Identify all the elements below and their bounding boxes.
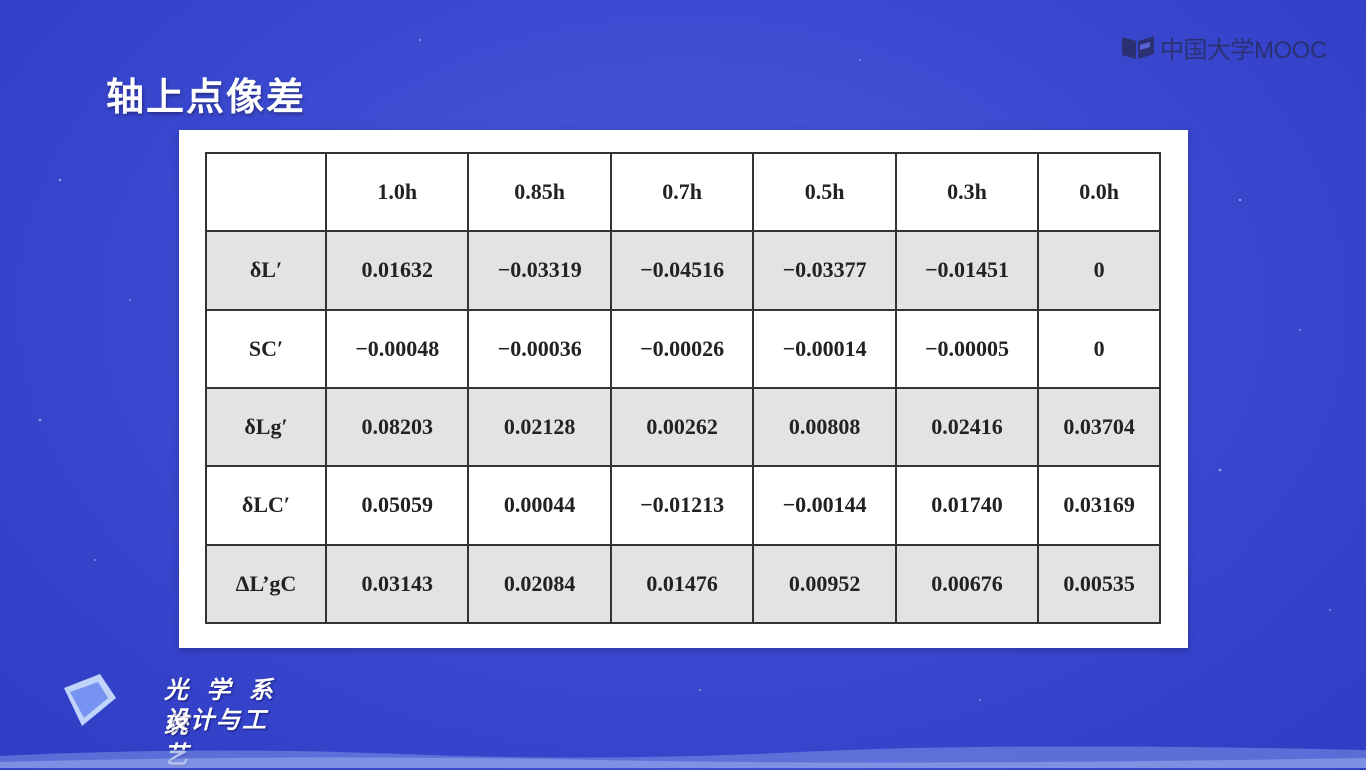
table-cell: −0.00048 <box>324 308 470 389</box>
mooc-book-icon <box>1122 36 1154 59</box>
mooc-logo: 中国大学MOOC <box>1120 32 1327 64</box>
table-cell: 0.00044 <box>467 465 612 546</box>
table-cell: 0.00676 <box>894 543 1040 625</box>
header-corner-cell <box>205 151 327 233</box>
aberration-table: 1.0h 0.85h 0.7h 0.5h 0.3h 0.0h δL′ 0.01632 −0.03… <box>205 151 1161 625</box>
table-cell: 0.01740 <box>894 465 1040 546</box>
table-row: δL′ 0.01632 −0.03319 −0.04516 −0.03377 −0.014… <box>205 230 1161 311</box>
course-badge: 光 学 系 统 设计与工艺 <box>60 668 290 769</box>
row-label: SC′ <box>205 308 327 389</box>
table-cell: 0.00952 <box>752 543 897 625</box>
slide-title: 轴上点像差 <box>106 75 307 119</box>
column-header: 0.5h <box>752 151 897 233</box>
table-cell: 0.02084 <box>467 543 612 625</box>
mooc-logo-text: 中国大学MOOC <box>1160 36 1327 64</box>
table-cell: 0.02416 <box>894 386 1040 468</box>
table-row: δLC′ 0.05059 0.00044 −0.01213 −0.00144 0.0174… <box>205 465 1161 546</box>
column-header: 1.0h <box>324 151 470 233</box>
table-cell: 0.03169 <box>1037 465 1161 546</box>
column-header: 0.3h <box>894 151 1040 233</box>
column-header: 0.7h <box>609 151 755 233</box>
course-logo-icon <box>64 674 116 726</box>
table-cell: −0.04516 <box>609 230 755 311</box>
table-cell: −0.00144 <box>752 465 897 546</box>
table-cell: −0.00005 <box>894 308 1040 389</box>
table-cell: 0.02128 <box>467 386 612 468</box>
column-header: 0.85h <box>467 151 612 233</box>
table-cell: 0.00535 <box>1037 543 1161 625</box>
table-cell: 0.01632 <box>324 230 470 311</box>
table-cell: 0 <box>1037 230 1161 311</box>
row-label: δLC′ <box>205 465 327 546</box>
table-cell: −0.00014 <box>752 308 897 389</box>
column-header: 0.0h <box>1037 151 1161 233</box>
table-cell: 0.05059 <box>324 465 470 546</box>
table-cell: −0.00036 <box>467 308 612 389</box>
table-row: SC′ −0.00048 −0.00036 −0.00026 −0.00014 −0.00… <box>205 308 1161 389</box>
table-cell: 0.08203 <box>324 386 470 468</box>
table-cell: 0.00808 <box>752 386 897 468</box>
table-cell: 0.01476 <box>609 543 755 625</box>
table-cell: 0.03704 <box>1037 386 1161 468</box>
row-label: δLg′ <box>205 386 327 468</box>
table-header-row: 1.0h 0.85h 0.7h 0.5h 0.3h 0.0h <box>205 151 1161 233</box>
course-title-line1: 光 学 系 统 <box>164 676 278 739</box>
table-cell: 0.00262 <box>609 386 755 468</box>
table-row: δLg′ 0.08203 0.02128 0.00262 0.00808 0.02416 0… <box>205 386 1161 468</box>
bottom-decoration <box>0 746 1366 768</box>
row-label: δL′ <box>205 230 327 311</box>
table-row: ΔL’gC 0.03143 0.02084 0.01476 0.00952 0.00676… <box>205 543 1161 625</box>
table-cell: −0.01451 <box>894 230 1040 311</box>
table-cell: −0.00026 <box>609 308 755 389</box>
table-cell: 0.03143 <box>324 543 470 625</box>
table-cell: 0 <box>1037 308 1161 389</box>
table-panel: 1.0h 0.85h 0.7h 0.5h 0.3h 0.0h δL′ 0.01632 −0.03… <box>179 130 1188 648</box>
table-cell: −0.01213 <box>609 465 755 546</box>
table-cell: −0.03319 <box>467 230 612 311</box>
table-cell: −0.03377 <box>752 230 897 311</box>
row-label: ΔL’gC <box>205 543 327 625</box>
